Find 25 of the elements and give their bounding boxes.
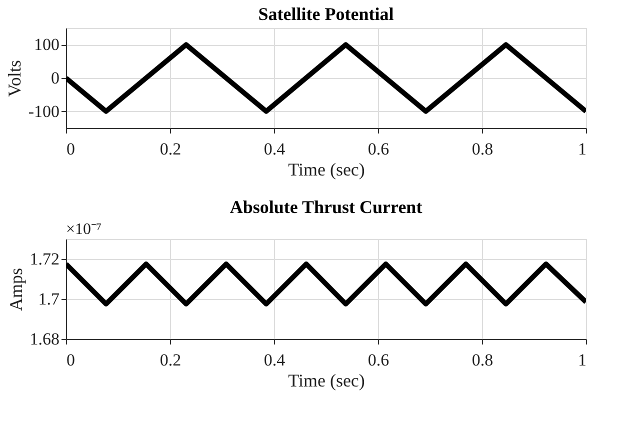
x-tick-label: 0.6 [368,350,390,370]
x-axis-title: Time (sec) [288,370,365,390]
y-axis-title: Volts [4,60,24,97]
x-tick-label: 0.8 [472,350,494,370]
x-tick-label: 0 [66,350,75,370]
x-tick-label: 0 [66,140,75,158]
x-tick-label: 0.4 [264,350,286,370]
text: ×10⁻⁷ [66,221,102,238]
chart-title: Satellite Potential [258,4,394,24]
x-tick-label: 0.2 [160,350,182,370]
x-tick-label: 0.2 [160,140,182,158]
x-tick-label: 1 [578,350,586,370]
y-tick-label: 1.72 [30,250,60,268]
x-tick-label: 0.8 [472,140,494,158]
y-axis-title: Amps [6,268,26,312]
x-tick-label: 0.4 [264,140,286,158]
y-tick-label: 1.7 [38,290,60,308]
x-tick-label: 1 [578,140,586,158]
y-tick-label: 0 [51,68,60,88]
y-tick-label: 100 [34,35,60,54]
y-tick-label: -100 [28,102,60,121]
x-tick-label: 0.6 [368,140,390,158]
chart-title: Absolute Thrust Current [230,197,422,217]
y-tick-label: 1.68 [30,330,60,348]
x-axis-title: Time (sec) [288,160,365,180]
